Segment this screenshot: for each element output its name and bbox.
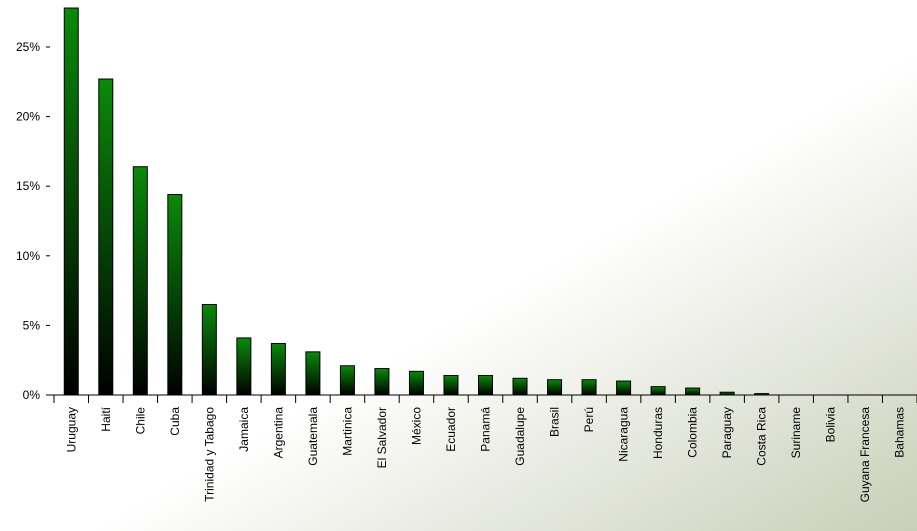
x-tick-label: Costa Rica [755, 407, 769, 466]
bar [581, 379, 597, 396]
bar [201, 304, 217, 396]
x-tick-label: Brasil [548, 407, 562, 437]
bar [650, 386, 666, 396]
y-tick-label: 20% [16, 110, 40, 124]
x-tick-label: Bahamas [893, 407, 907, 458]
x-tick-label: Argentina [271, 407, 285, 459]
x-tick-label: Suriname [789, 407, 803, 459]
x-tick-label: Paraguay [720, 407, 734, 458]
x-tick-label: Perú [582, 407, 596, 432]
bar [167, 194, 183, 396]
bar [305, 351, 321, 396]
x-tick-label: Bolivia [824, 407, 838, 443]
bar [339, 365, 355, 396]
x-tick-label: Guyana Francesa [858, 407, 872, 503]
bar [374, 368, 390, 396]
x-tick-label: Honduras [651, 407, 665, 459]
x-tick-label: Guatemala [306, 407, 320, 466]
x-tick-label: Haití [99, 406, 113, 431]
bar [616, 380, 632, 396]
bar [443, 375, 459, 396]
bar [754, 393, 770, 396]
bar [512, 377, 528, 396]
x-tick-label: Chile [133, 407, 147, 435]
y-tick-label: 15% [16, 179, 40, 193]
x-tick-label: México [409, 407, 423, 445]
y-tick-label: 0% [23, 388, 41, 402]
x-tick-label: Guadalupe [513, 407, 527, 466]
bar [270, 342, 286, 396]
x-tick-label: Nicaragua [617, 407, 631, 462]
bar [63, 7, 79, 396]
x-tick-label: Martinica [340, 407, 354, 456]
bar [547, 379, 563, 396]
x-tick-label: Ecuador [444, 407, 458, 452]
y-tick-label: 25% [16, 40, 40, 54]
x-tick-label: Colombia [686, 407, 700, 458]
x-tick-label: El Salvador [375, 407, 389, 468]
bar [236, 337, 252, 396]
x-tick-label: Uruguay [64, 407, 78, 452]
bar [132, 166, 148, 396]
bar [98, 78, 114, 396]
bar [685, 387, 701, 396]
x-tick-label: Trinidad y Tabago [202, 407, 216, 502]
x-tick-label: Cuba [168, 407, 182, 436]
x-tick-label: Jamaica [237, 407, 251, 452]
bar [478, 375, 493, 396]
bar [408, 370, 424, 396]
x-tick-label: Panamá [479, 407, 493, 452]
bar [719, 391, 735, 396]
y-tick-label: 10% [16, 249, 40, 263]
y-tick-label: 5% [23, 318, 41, 332]
